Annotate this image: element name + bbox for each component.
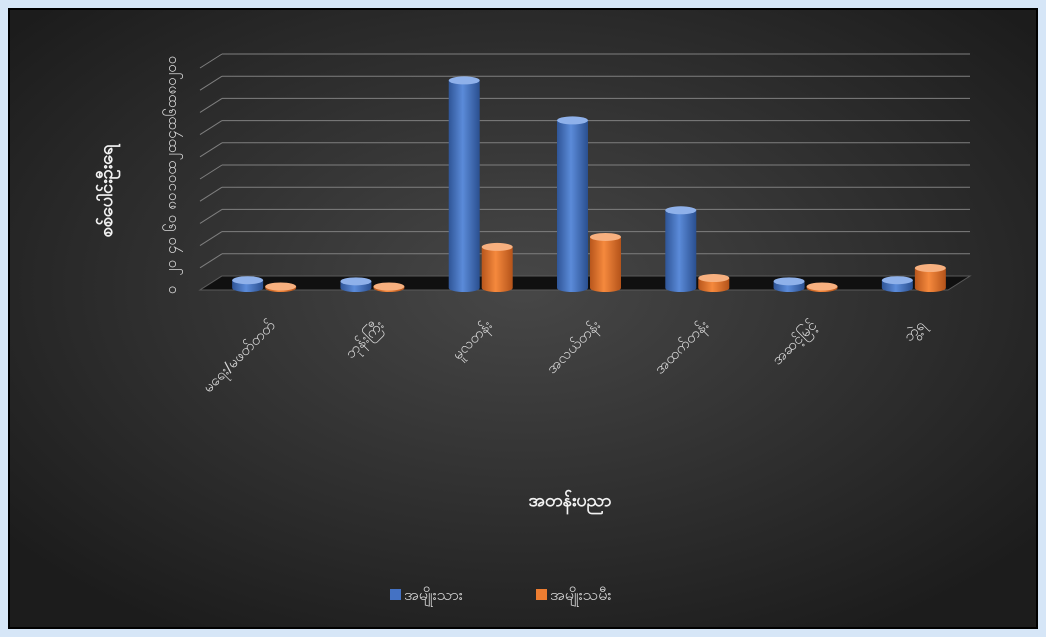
bar-top <box>698 274 729 282</box>
legend-label-male: အမျိုးသား <box>404 585 463 607</box>
bar <box>449 76 480 292</box>
bar <box>482 243 513 292</box>
y-tick-label: ၁၀၀ <box>162 166 180 191</box>
y-tick-label: ၁၈၀ <box>162 77 180 102</box>
legend-label-female: အမျိုးသမီး <box>550 585 611 607</box>
y-tick-label: ၈၀ <box>162 193 180 210</box>
bar-top <box>882 276 913 284</box>
y-tick-label: ၂၀ <box>162 260 183 276</box>
bar-top <box>665 206 696 214</box>
bar <box>807 283 838 293</box>
bar-top <box>232 276 263 284</box>
bar-top <box>482 243 513 251</box>
bar-body <box>482 247 513 292</box>
bar-top <box>265 283 296 291</box>
y-tick-label: ၆၀ <box>162 215 180 232</box>
bar-body <box>449 80 480 292</box>
bar-body <box>590 237 621 292</box>
bar <box>232 276 263 292</box>
y-tick-label: ၁၂၀ <box>162 145 183 169</box>
legend-swatch-male <box>390 589 401 600</box>
bar-body <box>557 120 588 292</box>
bar <box>265 283 296 293</box>
bar-top <box>340 277 371 285</box>
bar <box>665 206 696 292</box>
bar <box>774 277 805 292</box>
bar-top <box>774 277 805 285</box>
bar-body <box>665 210 696 292</box>
bar <box>373 283 404 293</box>
y-tick-label: ၀ <box>162 286 180 294</box>
chart-frame: ၀၂၀ ၄၀ ၆၀ ၈၀ ၁၀၀ ၁၂၀ ၁၄၀ ၁၆၀ ၁၈၀ ၂၀၀ မရေး/မဖတ်တတ်… <box>8 8 1038 629</box>
bar-top <box>807 283 838 291</box>
legend-swatch-female <box>536 589 547 600</box>
bar-top <box>449 76 480 84</box>
bar <box>882 276 913 292</box>
bar-top <box>373 283 404 291</box>
bar-top <box>590 233 621 241</box>
y-tick-label: ၂၀၀ <box>162 56 183 80</box>
bar <box>590 233 621 292</box>
bar-top <box>915 264 946 272</box>
bar <box>915 264 946 292</box>
bar <box>698 274 729 292</box>
bar-top <box>557 116 588 124</box>
y-tick-label: ၄၀ <box>162 237 183 254</box>
bar <box>557 116 588 292</box>
bar <box>340 277 371 292</box>
